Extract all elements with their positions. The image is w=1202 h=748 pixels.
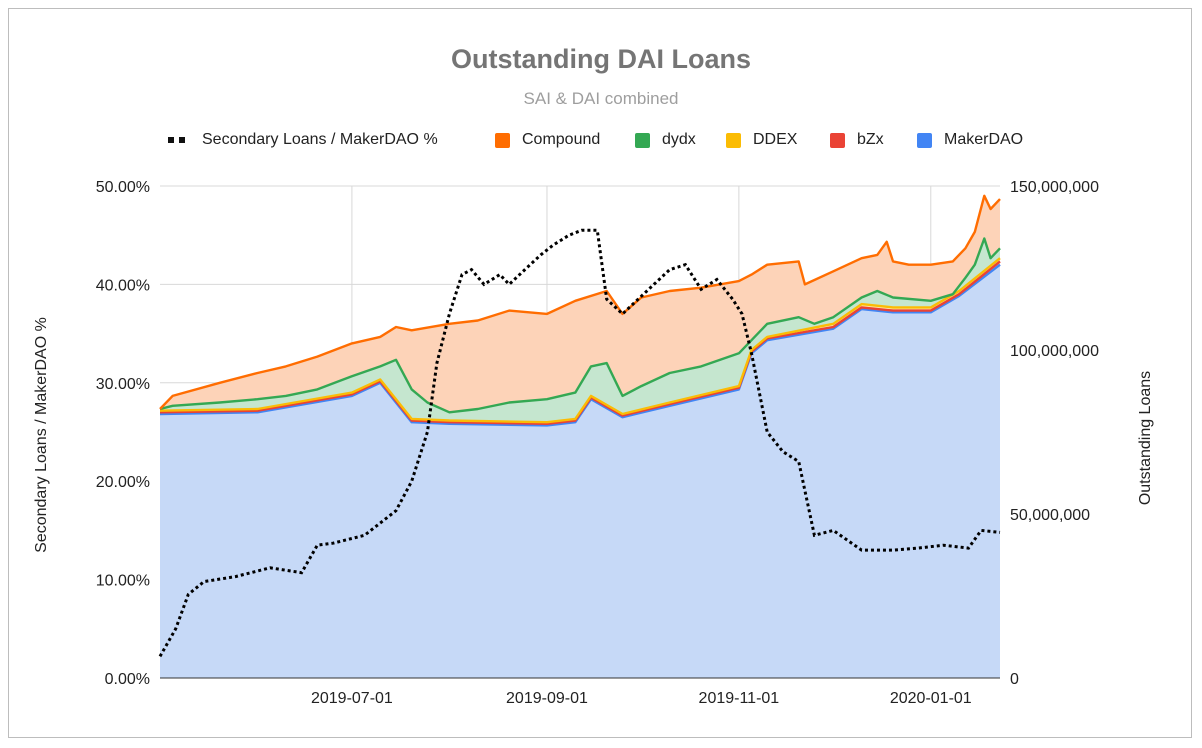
line-ddex: [159, 257, 1001, 424]
x-axis-tick-label: 2020-01-01: [890, 690, 972, 707]
legend-label-ratio: Secondary Loans / MakerDAO %: [202, 131, 438, 148]
left-axis-tick-label: 10.00%: [96, 573, 150, 590]
legend-swatch-dydx: [635, 132, 650, 148]
line-dydx: [159, 237, 1001, 414]
area-makerdao: [160, 264, 1000, 678]
legend-swatch-ddex: [726, 132, 741, 148]
x-axis-tick-label: 2019-11-01: [699, 690, 780, 707]
right-axis-tick-label: 150,000,000: [1010, 179, 1099, 196]
legend-label-makerdao: MakerDAO: [944, 131, 1024, 148]
legend-item-bzx[interactable]: bZx: [830, 131, 884, 149]
chart-legend: Secondary Loans / MakerDAO % Compound dy…: [0, 131, 1202, 155]
legend-label-bzx: bZx: [857, 131, 884, 148]
chart-subtitle: SAI & DAI combined: [523, 89, 679, 108]
legend-swatch-bzx: [830, 132, 845, 148]
left-axis-tick-label: 20.00%: [96, 474, 150, 491]
legend-item-compound[interactable]: Compound: [495, 131, 600, 149]
right-axis-tick-label: 100,000,000: [1010, 343, 1099, 360]
legend-label-compound: Compound: [522, 131, 601, 148]
left-axis-tick-label: 0.00%: [105, 671, 150, 688]
legend-label-dydx: dydx: [662, 131, 696, 148]
right-axis-tick-label: 50,000,000: [1010, 507, 1090, 524]
legend-label-ddex: DDEX: [753, 131, 798, 148]
x-axis-tick-label: 2019-07-01: [311, 690, 393, 707]
legend-swatch-compound: [495, 132, 510, 148]
legend-item-ddex[interactable]: DDEX: [726, 131, 797, 149]
legend-item-dydx[interactable]: dydx: [635, 131, 696, 149]
right-axis-tick-label: 0: [1010, 671, 1019, 688]
legend-item-ratio[interactable]: Secondary Loans / MakerDAO %: [168, 131, 438, 149]
left-axis-tick-label: 40.00%: [96, 277, 150, 294]
left-axis-tick-label: 50.00%: [96, 179, 150, 196]
chart-title: Outstanding DAI Loans: [451, 44, 751, 74]
left-axis-tick-label: 30.00%: [96, 376, 150, 393]
legend-item-makerdao[interactable]: MakerDAO: [917, 131, 1023, 149]
x-axis-tick-label: 2019-09-01: [506, 690, 588, 707]
line-compound: [159, 194, 1001, 410]
legend-swatch-makerdao: [917, 132, 932, 148]
dotted-line-swatch: [168, 137, 190, 143]
